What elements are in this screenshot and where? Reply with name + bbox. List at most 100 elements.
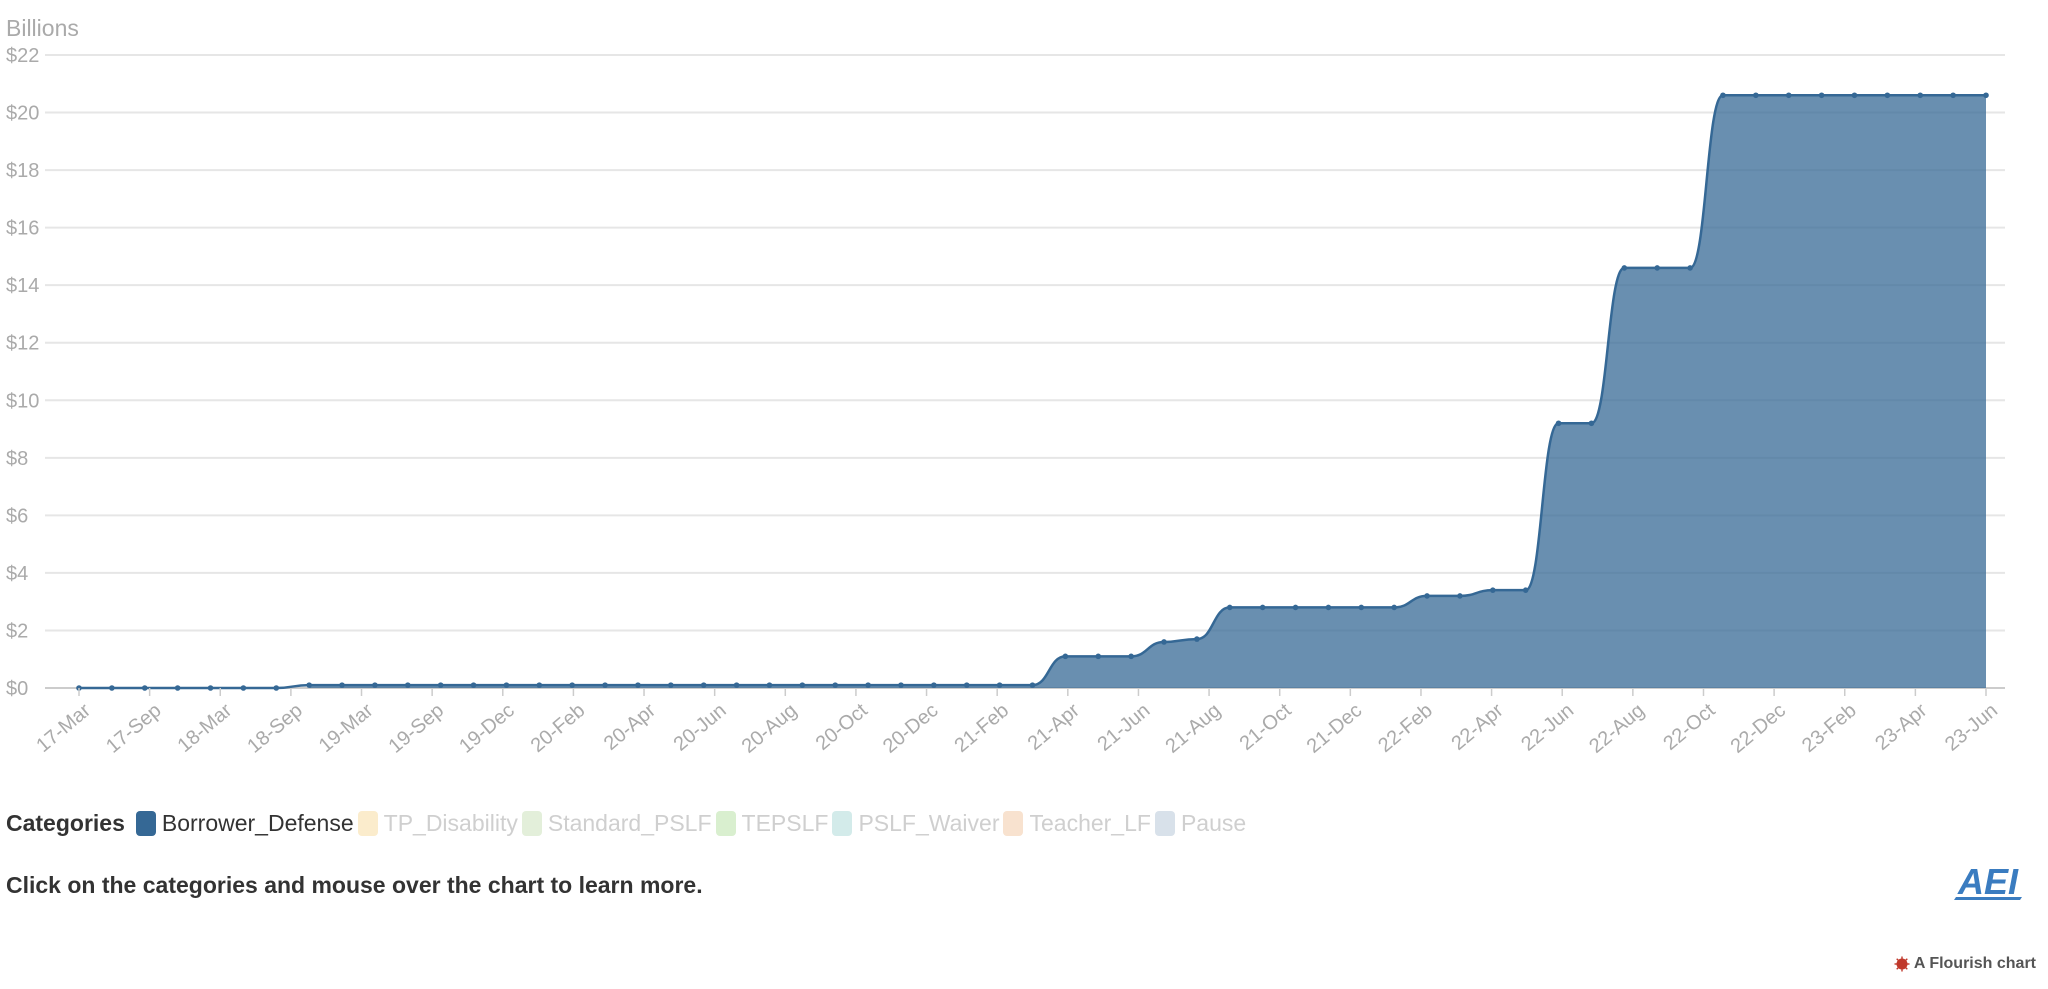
data-point [240,685,247,691]
x-tick-label: 21-Apr [1024,699,1084,755]
data-point [1358,604,1365,611]
data-point [766,682,773,688]
data-point [635,682,641,688]
x-tick-label: 21-Dec [1303,699,1367,757]
x-tick-label: 21-Feb [950,699,1013,757]
data-point [273,685,280,691]
data-point [832,682,839,688]
y-tick-label: $12 [6,333,39,355]
flourish-credit[interactable]: A Flourish chart [1894,955,2036,973]
legend-item-borrower-defense[interactable]: Borrower_Defense [135,809,354,837]
x-tick-label: 17-Sep [102,699,166,757]
area-chart[interactable]: Billions $0 $2 $4 $6 $8 $10 $12 $14 $16 $18 $20 $22 1… [0,0,2048,790]
data-point [668,682,674,688]
data-point [1851,92,1858,99]
flourish-icon [1894,956,1910,972]
data-point [996,682,1003,688]
x-tick-label: 23-Apr [1871,699,1931,755]
legend-items: Borrower_Defense TP_Disability Standard_PS… [135,809,1250,837]
x-tick-label: 20-Dec [879,699,943,757]
x-tick-label: 21-Oct [1236,699,1296,755]
legend-item-standard-pslf[interactable]: Standard_PSLF [521,810,712,837]
y-tick-label: $16 [6,218,39,240]
x-tick-label: 20-Jun [670,699,731,755]
y-axis-title: Billions [6,15,79,41]
data-point [1555,420,1562,427]
data-point [1785,92,1792,99]
x-tick-label: 22-Apr [1447,699,1507,755]
data-point [536,682,543,688]
data-point [865,682,871,688]
x-tick-label: 19-Dec [455,699,519,757]
data-point [1095,653,1102,660]
data-point [437,682,444,688]
data-point [1621,265,1628,271]
data-point [1884,92,1891,99]
y-tick-label: $10 [6,390,39,412]
y-tick-label: $2 [6,620,28,642]
x-tick-label: 19-Mar [315,699,378,757]
data-point [1522,587,1529,593]
data-point [1062,653,1069,660]
y-tick-label: $20 [6,103,39,125]
data-point [1424,593,1430,599]
legend-swatch [1154,810,1175,836]
data-point [1983,92,1989,99]
x-tick-label: 20-Feb [527,699,590,757]
data-point [1391,604,1397,611]
data-point [1687,265,1693,271]
data-point [1292,604,1299,611]
legend-item-tp-disability[interactable]: TP_Disability [357,810,518,837]
data-point [963,682,970,688]
y-tick-label: $8 [6,448,28,470]
legend-swatch [832,810,853,836]
data-point [174,685,181,691]
data-point [1457,593,1463,599]
aei-logo[interactable]: AEI [1950,860,2026,904]
legend-item-pslf-waiver[interactable]: PSLF_Waiver [832,810,999,837]
y-tick-label: $14 [6,275,39,297]
x-tick-label: 17-Mar [32,699,95,757]
data-point [1029,682,1036,688]
x-tick-label: 22-Dec [1727,699,1791,757]
credit-text: A Flourish chart [1913,955,2036,972]
data-point [109,685,115,691]
legend-swatch [357,810,378,836]
data-point [372,682,378,688]
legend-label: Borrower_Defense [161,809,354,836]
legend-swatch [1003,810,1024,836]
x-tick-label: 22-Feb [1374,699,1437,757]
data-point [1654,265,1661,271]
legend-label: TEPSLF [741,809,829,836]
x-tick-label: 20-Apr [600,699,660,755]
instruction-text: Click on the categories and mouse over t… [6,872,703,898]
data-point [700,682,707,688]
data-point [1950,92,1956,99]
data-point [1325,604,1332,611]
y-tick-label: $0 [6,678,28,700]
data-point [404,682,411,688]
x-tick-label: 18-Mar [174,699,237,757]
series-area-borrower-defense [309,95,1987,688]
data-point [602,682,608,688]
data-point [470,682,477,688]
y-tick-label: $22 [6,45,39,67]
y-tick-label: $6 [6,505,28,527]
x-tick-label: 22-Jun [1517,699,1578,755]
legend-swatch [135,810,156,836]
legend-item-pause[interactable]: Pause [1154,810,1246,837]
aei-logo-text: AEI [1957,861,2019,902]
data-point [569,682,575,688]
legend-item-teacher-lf[interactable]: Teacher_LF [1003,810,1151,837]
data-point [1588,420,1595,427]
x-tick-label: 23-Feb [1798,699,1861,757]
legend-title: Categories [6,809,125,836]
legend-item-tepslf[interactable]: TEPSLF [715,809,829,837]
x-tick-label: 23-Jun [1941,699,2002,755]
data-point [1490,587,1496,593]
x-tick-label: 20-Aug [738,699,802,757]
data-point [1818,92,1825,99]
data-point [1917,92,1924,99]
x-tick-label: 22-Oct [1659,699,1719,755]
data-point [898,682,904,688]
